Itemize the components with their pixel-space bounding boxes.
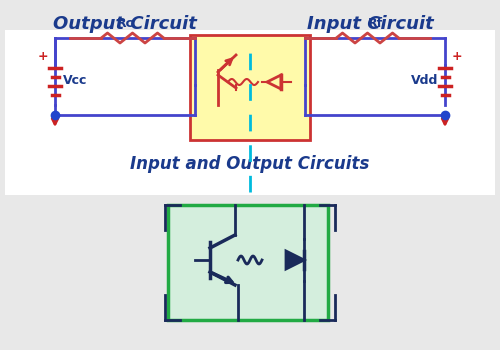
Bar <box>190 35 310 140</box>
Text: +: + <box>452 50 462 63</box>
Text: +: + <box>38 50 48 63</box>
Text: Vdd: Vdd <box>412 74 438 86</box>
Text: Rf: Rf <box>368 17 382 30</box>
Text: Output Circuit: Output Circuit <box>53 15 197 33</box>
Text: Input Circuit: Input Circuit <box>306 15 434 33</box>
Text: Rc: Rc <box>116 17 134 30</box>
Bar <box>168 205 328 320</box>
Bar <box>5 30 495 195</box>
Text: Vcc: Vcc <box>63 74 87 86</box>
Text: Input and Output Circuits: Input and Output Circuits <box>130 155 370 173</box>
Polygon shape <box>286 251 304 269</box>
